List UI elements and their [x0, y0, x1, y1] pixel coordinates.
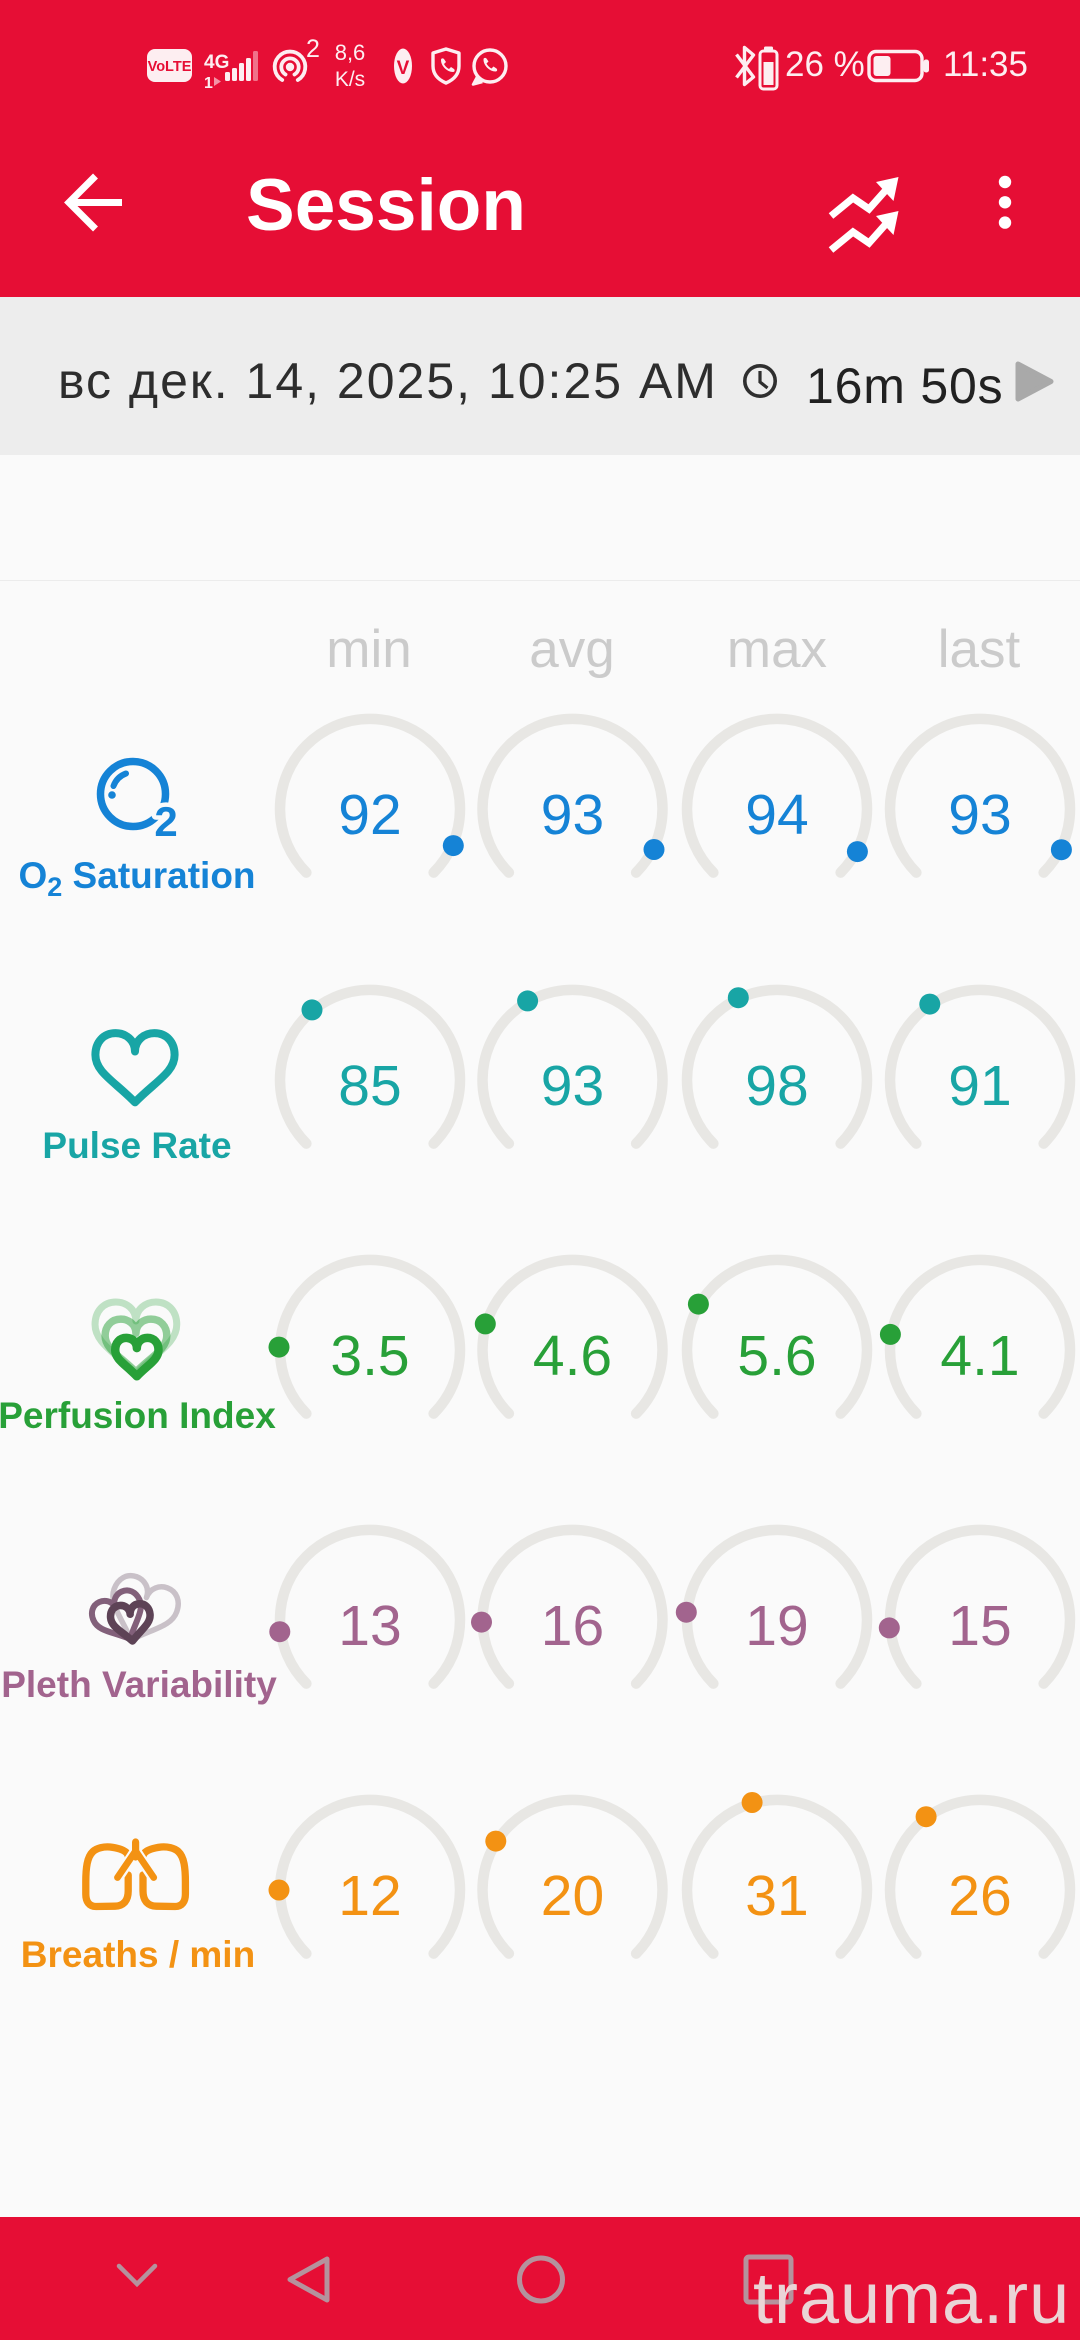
- svg-text:Breaths / min: Breaths / min: [21, 1934, 255, 1975]
- svg-text:4.6: 4.6: [533, 1324, 612, 1388]
- svg-text:min: min: [326, 620, 411, 679]
- svg-text:98: 98: [745, 1054, 808, 1118]
- svg-text:4.1: 4.1: [940, 1324, 1019, 1388]
- svg-text:1: 1: [204, 75, 213, 92]
- svg-text:O2 Saturation: O2 Saturation: [18, 855, 255, 902]
- svg-text:85: 85: [338, 1054, 401, 1118]
- svg-text:31: 31: [745, 1864, 808, 1928]
- svg-text:3.5: 3.5: [330, 1324, 409, 1388]
- svg-text:VoLTE: VoLTE: [148, 59, 192, 75]
- svg-text:V: V: [397, 58, 410, 79]
- svg-text:93: 93: [541, 783, 604, 847]
- svg-text:K/s: K/s: [335, 68, 365, 91]
- svg-text:91: 91: [948, 1054, 1011, 1118]
- svg-text:20: 20: [541, 1864, 604, 1928]
- svg-text:2: 2: [306, 35, 320, 63]
- svg-text:26: 26: [948, 1864, 1011, 1928]
- svg-text:19: 19: [745, 1594, 808, 1658]
- svg-text:last: last: [938, 620, 1021, 679]
- svg-text:5.6: 5.6: [737, 1324, 816, 1388]
- svg-text:16: 16: [541, 1594, 604, 1658]
- svg-text:93: 93: [948, 783, 1011, 847]
- svg-text:15: 15: [948, 1594, 1011, 1658]
- svg-text:8,6: 8,6: [335, 40, 366, 65]
- svg-text:94: 94: [745, 783, 808, 847]
- svg-text:Pulse Rate: Pulse Rate: [42, 1125, 231, 1166]
- svg-text:13: 13: [338, 1594, 401, 1658]
- svg-text:max: max: [727, 620, 827, 679]
- svg-text:12: 12: [338, 1864, 401, 1928]
- svg-text:Perfusion Index: Perfusion Index: [0, 1395, 276, 1436]
- svg-text:2: 2: [154, 798, 177, 845]
- svg-text:avg: avg: [529, 620, 614, 679]
- svg-text:93: 93: [541, 1054, 604, 1118]
- svg-text:Pleth Variability: Pleth Variability: [1, 1664, 277, 1705]
- svg-text:92: 92: [338, 783, 401, 847]
- svg-text:4G: 4G: [204, 52, 229, 73]
